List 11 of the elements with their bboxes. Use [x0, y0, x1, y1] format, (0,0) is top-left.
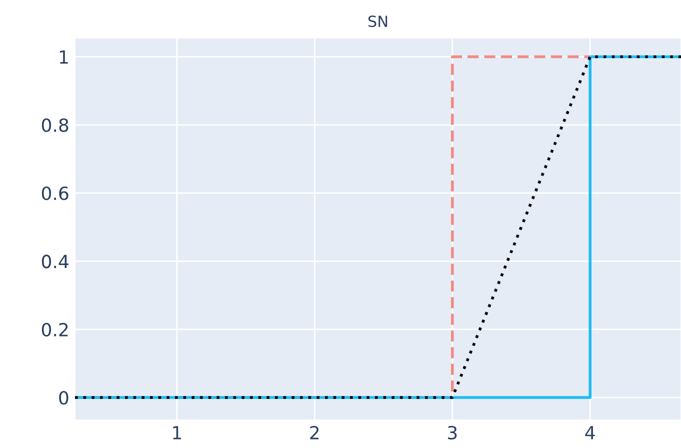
x-tick-label: 1	[173, 426, 181, 440]
y-tick-label: 0.2	[42, 322, 68, 336]
x-tick-label: 2	[310, 426, 319, 440]
y-tick-label: 0	[59, 390, 68, 405]
y-tick-label: 0.8	[42, 118, 68, 132]
x-tick-label: 4	[585, 426, 595, 440]
y-tick-label: 0.6	[42, 186, 68, 200]
y-tick-label: 0.4	[42, 254, 68, 268]
x-tick-label: 3	[448, 426, 457, 440]
y-tick-label: 1	[60, 50, 68, 64]
chart-title: SN	[368, 16, 388, 28]
